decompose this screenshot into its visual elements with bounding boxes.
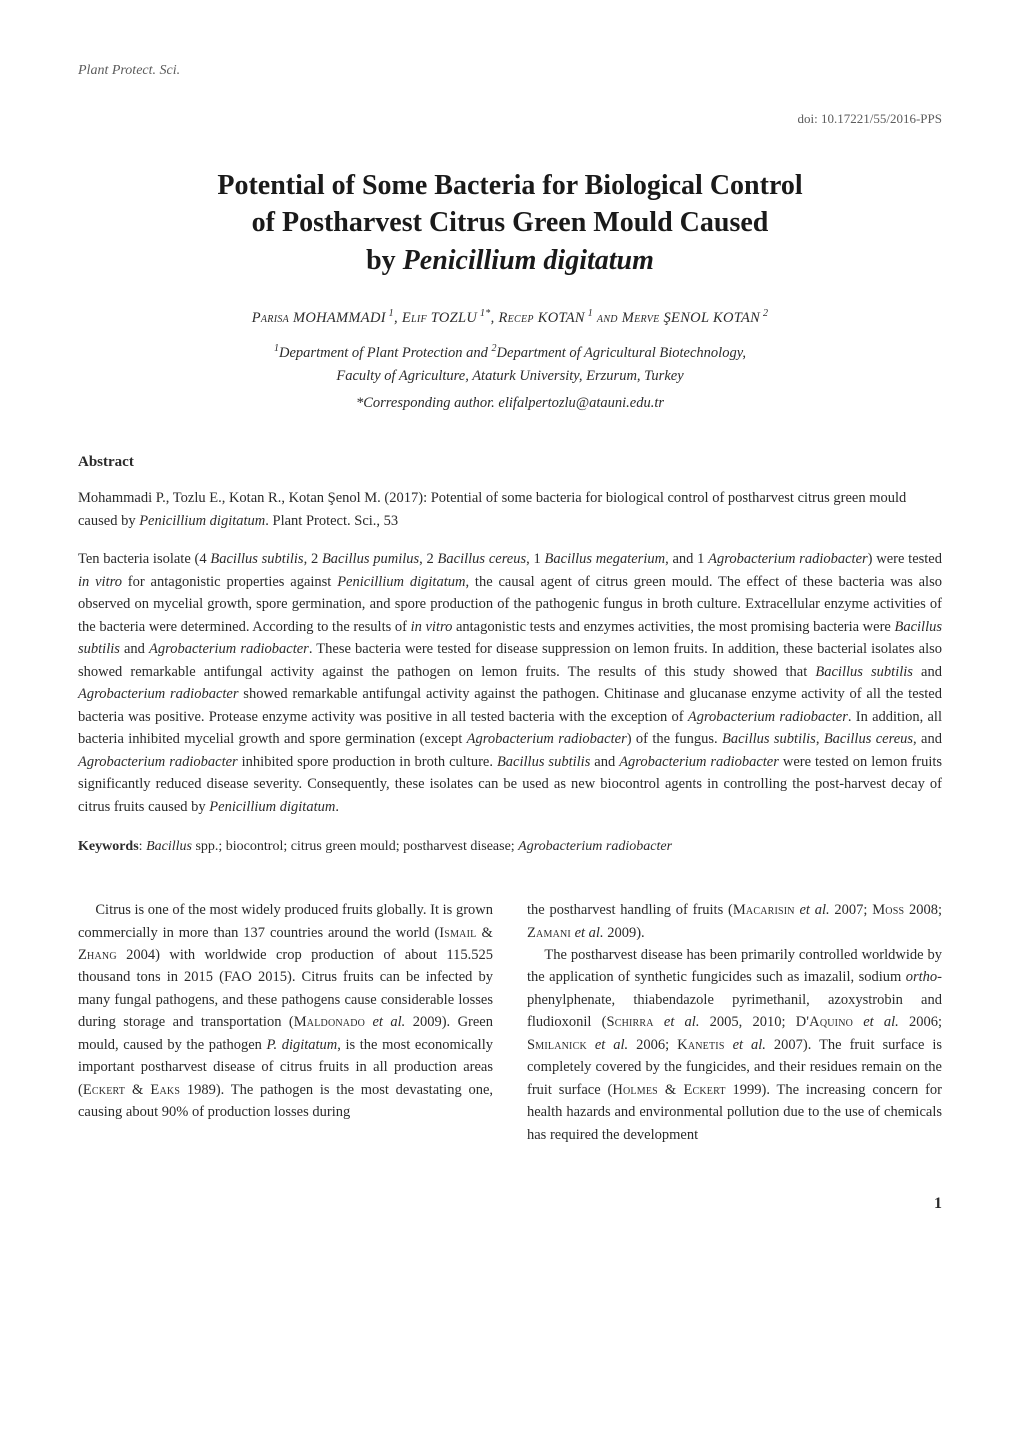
corresponding-author: *Corresponding author. elifalpertozlu@at… (78, 393, 942, 415)
keywords-line: Keywords: Bacillus spp.; biocontrol; cit… (78, 836, 942, 857)
keywords-text: : Bacillus spp.; biocontrol; citrus gree… (139, 839, 672, 854)
authors-line: Parisa MOHAMMADI 1, Elif TOZLU 1*, Recep… (78, 306, 942, 330)
title-line-2: of Postharvest Citrus Green Mould Caused (252, 207, 769, 238)
affil-sup-1-star: 1* (477, 308, 490, 319)
affil-sup-2: 2 (760, 308, 768, 319)
running-head: Plant Protect. Sci. (78, 60, 942, 81)
affiliations-line-2: Faculty of Agriculture, Ataturk Universi… (336, 368, 683, 384)
body-columns: Citrus is one of the most widely produce… (78, 899, 942, 1146)
body-para-3: The postharvest disease has been primari… (527, 944, 942, 1146)
column-right: the postharvest handling of fruits (Maca… (527, 899, 942, 1146)
page-number: 1 (78, 1192, 942, 1216)
abstract-body: Ten bacteria isolate (4 Bacillus subtili… (78, 548, 942, 818)
article-title: Potential of Some Bacteria for Biologica… (118, 167, 902, 280)
title-species: Penicillium digitatum (403, 245, 654, 276)
abstract-heading: Abstract (78, 451, 942, 474)
affil-num-1: 1 (274, 343, 279, 354)
affil-sup-1: 1 (386, 308, 394, 319)
affiliations: 1Department of Plant Protection and 2Dep… (78, 341, 942, 387)
title-line-1: Potential of Some Bacteria for Biologica… (217, 170, 802, 201)
column-left: Citrus is one of the most widely produce… (78, 899, 493, 1146)
affil-num-2: 2 (492, 343, 497, 354)
keywords-label: Keywords (78, 839, 139, 854)
affil-sup-1b: 1 (585, 308, 593, 319)
body-para-1: Citrus is one of the most widely produce… (78, 899, 493, 1124)
doi-text: doi: 10.17221/55/2016-PPS (78, 109, 942, 129)
title-line-3-prefix: by (366, 245, 403, 276)
body-para-2: the postharvest handling of fruits (Maca… (527, 899, 942, 944)
citation-block: Mohammadi P., Tozlu E., Kotan R., Kotan … (78, 487, 942, 532)
